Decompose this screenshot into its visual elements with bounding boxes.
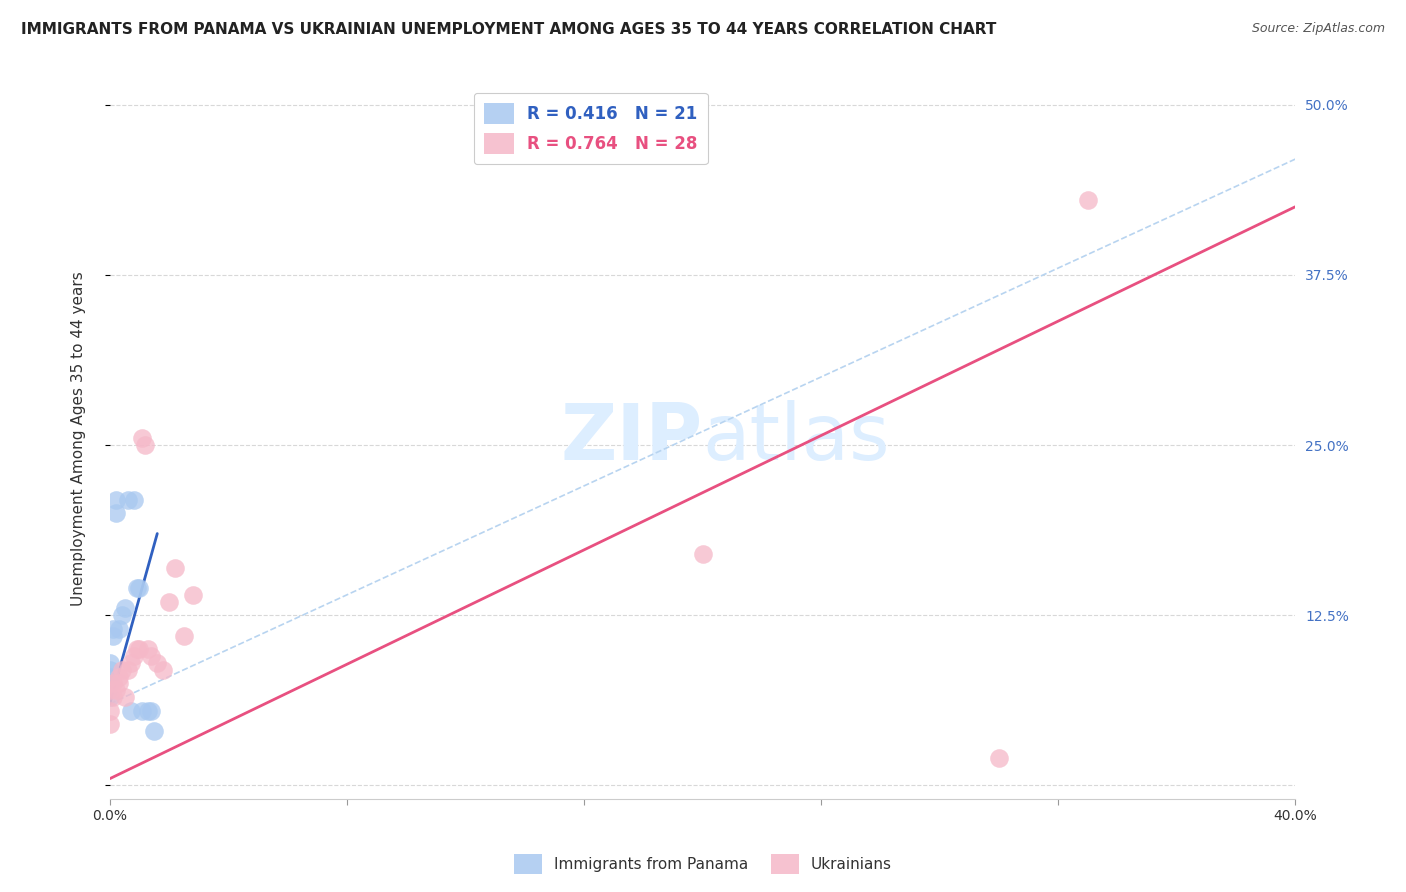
- Text: IMMIGRANTS FROM PANAMA VS UKRAINIAN UNEMPLOYMENT AMONG AGES 35 TO 44 YEARS CORRE: IMMIGRANTS FROM PANAMA VS UKRAINIAN UNEM…: [21, 22, 997, 37]
- Point: [114, 601, 136, 615]
- Point: [98, 704, 121, 718]
- Point: [122, 649, 145, 664]
- Point: [120, 656, 142, 670]
- Text: ZIP: ZIP: [560, 401, 703, 476]
- Point: [104, 506, 127, 520]
- Point: [146, 656, 169, 670]
- Point: [98, 717, 121, 731]
- Point: [111, 608, 134, 623]
- Point: [98, 663, 121, 677]
- Point: [152, 663, 174, 677]
- Point: [122, 492, 145, 507]
- Point: [131, 704, 153, 718]
- Point: [114, 690, 136, 704]
- Point: [128, 642, 150, 657]
- Point: [692, 547, 714, 561]
- Point: [107, 676, 129, 690]
- Point: [98, 656, 121, 670]
- Point: [98, 669, 121, 683]
- Point: [181, 588, 204, 602]
- Point: [138, 642, 160, 657]
- Point: [107, 669, 129, 683]
- Point: [125, 642, 148, 657]
- Point: [101, 690, 124, 704]
- Point: [98, 676, 121, 690]
- Point: [143, 723, 166, 738]
- Point: [987, 751, 1010, 765]
- Point: [111, 663, 134, 677]
- Point: [101, 622, 124, 636]
- Point: [104, 492, 127, 507]
- Point: [173, 629, 195, 643]
- Legend: R = 0.416   N = 21, R = 0.764   N = 28: R = 0.416 N = 21, R = 0.764 N = 28: [474, 93, 707, 164]
- Point: [104, 683, 127, 698]
- Point: [98, 690, 121, 704]
- Y-axis label: Unemployment Among Ages 35 to 44 years: Unemployment Among Ages 35 to 44 years: [72, 271, 86, 606]
- Point: [98, 683, 121, 698]
- Point: [101, 676, 124, 690]
- Text: Source: ZipAtlas.com: Source: ZipAtlas.com: [1251, 22, 1385, 36]
- Point: [141, 704, 163, 718]
- Point: [134, 438, 156, 452]
- Legend: Immigrants from Panama, Ukrainians: Immigrants from Panama, Ukrainians: [508, 848, 898, 880]
- Point: [141, 649, 163, 664]
- Point: [107, 622, 129, 636]
- Point: [120, 704, 142, 718]
- Point: [1077, 193, 1099, 207]
- Point: [101, 629, 124, 643]
- Point: [138, 704, 160, 718]
- Point: [128, 581, 150, 595]
- Text: atlas: atlas: [703, 401, 890, 476]
- Point: [125, 581, 148, 595]
- Point: [131, 431, 153, 445]
- Point: [117, 492, 139, 507]
- Point: [157, 594, 180, 608]
- Point: [163, 560, 186, 574]
- Point: [117, 663, 139, 677]
